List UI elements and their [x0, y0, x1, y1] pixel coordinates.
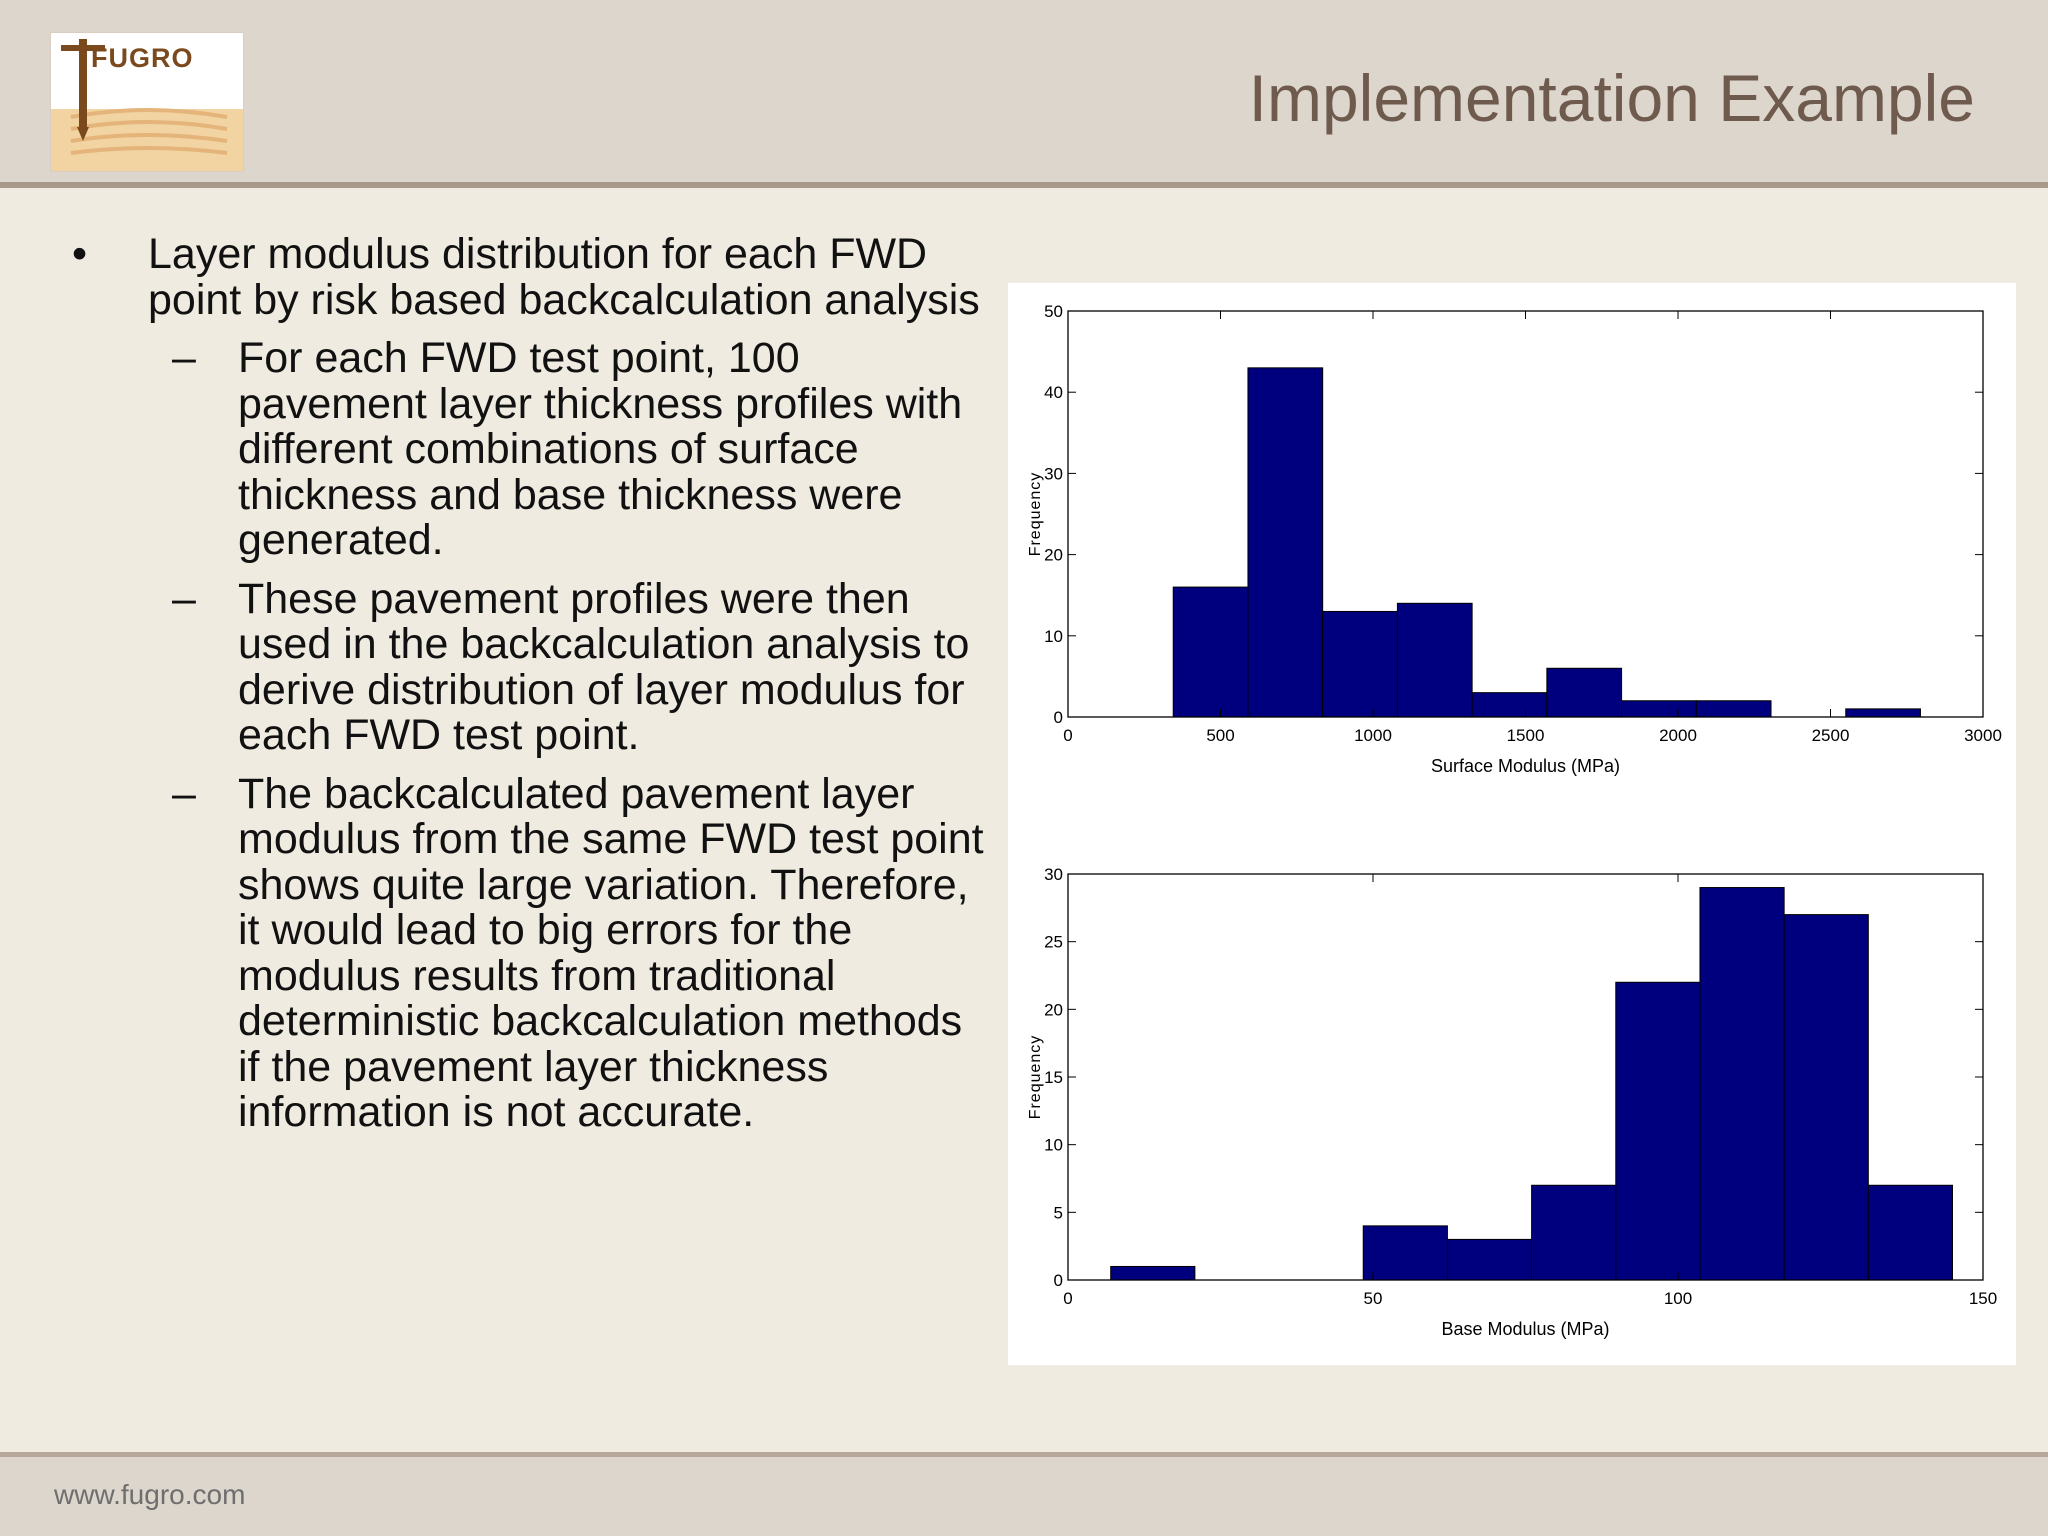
histogram-bar: [1845, 708, 1921, 718]
x-tick-label: 1000: [1354, 726, 1392, 745]
footer-url: www.fugro.com: [54, 1479, 246, 1510]
sub-bullet-text: The backcalculated pavement layer modulu…: [238, 769, 984, 1136]
y-tick-label: 20: [1044, 546, 1063, 565]
histogram-bar: [1322, 610, 1398, 718]
x-tick-label: 150: [1969, 1289, 1997, 1308]
y-tick-label: 10: [1044, 627, 1063, 646]
histogram-bar: [1546, 667, 1623, 718]
header-divider: [0, 182, 2048, 188]
histogram-bar: [1695, 700, 1772, 718]
histogram-bar: [1396, 602, 1473, 718]
y-tick-label: 25: [1044, 933, 1063, 952]
bullet-dot-icon: •: [72, 230, 88, 278]
y-tick-label: 50: [1044, 302, 1063, 321]
histograms-svg: 0 500 1000 1500 2000 2500 300001020304050Surfa…: [1027, 302, 2002, 1339]
x-tick-label: 2500: [1812, 726, 1850, 745]
y-tick-label: 10: [1044, 1136, 1063, 1155]
dash-icon: –: [172, 769, 196, 818]
y-axis-label: Frequency: [1027, 472, 1044, 557]
sub-bullet-text: These pavement profiles were then used i…: [238, 574, 970, 759]
histogram-bar: [1471, 692, 1548, 718]
histogram-bar: [1362, 1225, 1448, 1281]
slide-header: FUGRO Implementation Example: [0, 0, 2048, 182]
sub-bullet-item: – The backcalculated pavement layer modu…: [72, 769, 992, 1136]
footer-divider: [0, 1452, 2048, 1457]
histogram-bar: [1531, 1184, 1617, 1281]
histogram-bar: [1783, 914, 1869, 1281]
y-tick-label: 0: [1054, 708, 1063, 727]
x-tick-label: 1500: [1507, 726, 1545, 745]
y-tick-label: 40: [1044, 383, 1063, 402]
y-tick-label: 20: [1044, 1000, 1063, 1019]
y-tick-label: 15: [1044, 1068, 1063, 1087]
dash-icon: –: [172, 334, 196, 382]
x-tick-label: 100: [1664, 1289, 1692, 1308]
histogram-panel: 0 500 1000 1500 2000 2500 3000 0 10 20 30 40 50 Surfa…: [1008, 283, 2016, 1365]
histogram-bar: [1247, 367, 1324, 718]
histogram-bar: [1615, 981, 1701, 1281]
histogram-bar: [1621, 700, 1697, 718]
sub-bullet-text: For each FWD test point, 100 pavement la…: [238, 334, 963, 564]
slide-footer: www.fugro.com: [0, 1457, 2048, 1536]
y-tick-label: 0: [1054, 1271, 1063, 1290]
y-tick-label: 5: [1054, 1203, 1063, 1222]
slide-body: • Layer modulus distribution for each FW…: [72, 230, 992, 1136]
x-axis-label: Base Modulus (MPa): [1441, 1319, 1609, 1339]
dash-icon: –: [172, 574, 196, 623]
x-axis-label: Surface Modulus (MPa): [1431, 756, 1620, 776]
histogram-bar: [1110, 1265, 1196, 1281]
y-tick-label: 30: [1044, 865, 1063, 884]
sub-bullet-item: – These pavement profiles were then used…: [72, 574, 992, 759]
slide-title: Implementation Example: [1248, 61, 1975, 135]
x-tick-label: 0: [1063, 726, 1072, 745]
bullet-item: • Layer modulus distribution for each FW…: [72, 230, 992, 324]
y-axis-label: Frequency: [1027, 1035, 1044, 1120]
x-tick-label: 0: [1063, 1289, 1072, 1308]
histogram-bar: [1446, 1238, 1533, 1281]
y-tick-label: 30: [1044, 464, 1063, 483]
sub-bullet-item: – For each FWD test point, 100 pavement …: [72, 334, 992, 564]
x-tick-label: 3000: [1964, 726, 2002, 745]
logo-text: FUGRO: [91, 43, 194, 73]
x-tick-label: 500: [1206, 726, 1234, 745]
bullet-text: Layer modulus distribution for each FWD …: [148, 230, 980, 324]
fugro-logo: FUGRO: [50, 32, 244, 172]
x-tick-label: 50: [1364, 1289, 1383, 1308]
histogram-bar: [1867, 1184, 1954, 1281]
histogram-bar: [1699, 887, 1785, 1281]
histogram-bar: [1172, 586, 1249, 718]
x-tick-label: 2000: [1659, 726, 1697, 745]
